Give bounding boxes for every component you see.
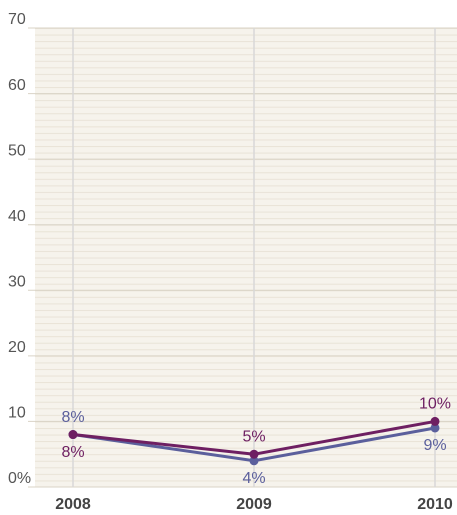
y-tick-label: 10 [8, 405, 26, 422]
point [249, 456, 259, 466]
value-label: 8% [61, 409, 84, 426]
value-label: 9% [423, 437, 446, 454]
point [249, 449, 259, 459]
value-label: 8% [61, 444, 84, 461]
y-tick-label: 40 [8, 208, 26, 225]
plot-background [35, 28, 457, 487]
y-tick-label: 30 [8, 274, 26, 291]
value-label: 10% [419, 396, 451, 413]
value-label: 5% [242, 428, 265, 445]
y-tick-label: 0% [8, 470, 31, 487]
point [68, 430, 78, 440]
point [430, 416, 440, 426]
y-tick-label: 70 [8, 11, 26, 28]
point [430, 423, 440, 433]
y-tick-label: 60 [8, 77, 26, 94]
x-tick-label: 2009 [236, 496, 272, 513]
y-tick-label: 50 [8, 142, 26, 159]
x-tick-label: 2008 [55, 496, 91, 513]
value-label: 4% [242, 470, 265, 487]
y-tick-label: 20 [8, 339, 26, 356]
x-tick-label: 2010 [417, 496, 453, 513]
